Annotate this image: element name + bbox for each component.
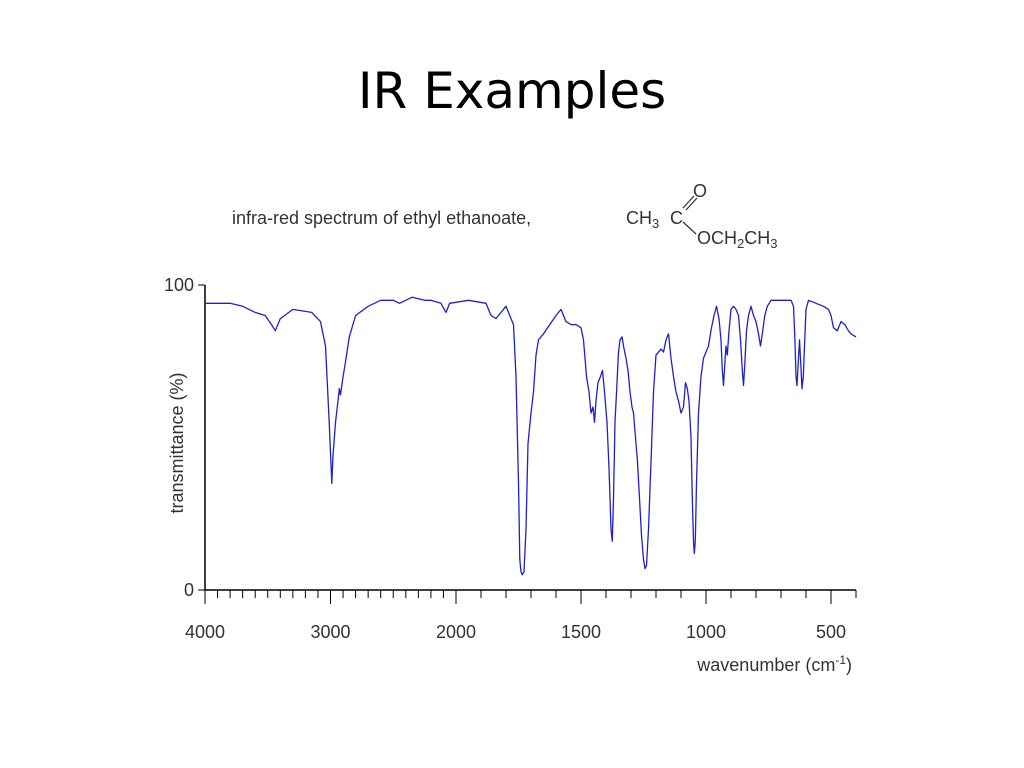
x-tick-label: 1500 xyxy=(561,622,601,642)
y-tick-labels: 0 100 xyxy=(164,275,205,600)
x-tick-label: 4000 xyxy=(185,622,225,642)
formula-sub-3b: 3 xyxy=(770,236,777,251)
formula-carbonyl-oxygen: O xyxy=(693,181,707,201)
svg-text:OCH2CH3: OCH2CH3 xyxy=(697,228,777,251)
slide-title: IR Examples xyxy=(357,62,667,120)
x-axis-label-sup: -1 xyxy=(835,653,846,667)
svg-text:CH3: CH3 xyxy=(626,208,659,231)
double-bond-line-2 xyxy=(685,197,698,211)
formula-sub-2: 2 xyxy=(737,236,744,251)
x-tick-label: 2000 xyxy=(436,622,476,642)
formula-ch-text-2: CH xyxy=(744,228,770,248)
structural-formula: CH3 C O OCH2CH3 xyxy=(626,181,777,251)
spectrum-series-line xyxy=(205,296,857,576)
x-tick-labels: 4000 3000 2000 1500 1000 500 xyxy=(185,622,846,642)
double-bond-line-1 xyxy=(682,195,695,209)
single-bond-line xyxy=(682,221,697,235)
x-axis-label-end: ) xyxy=(846,655,852,675)
x-axis-label-text: wavenumber (cm xyxy=(696,655,835,675)
formula-och-text: OCH xyxy=(697,228,737,248)
x-tick-label: 500 xyxy=(816,622,846,642)
x-tick-label: 3000 xyxy=(310,622,350,642)
formula-carbon: C xyxy=(670,208,683,228)
x-tick-label: 1000 xyxy=(686,622,726,642)
y-tick-label: 100 xyxy=(164,275,194,295)
x-axis-label: wavenumber (cm-1) xyxy=(696,653,852,675)
chart-title: infra-red spectrum of ethyl ethanoate, xyxy=(232,208,531,228)
y-tick-label: 0 xyxy=(184,580,194,600)
formula-sub-3: 3 xyxy=(652,216,659,231)
x-minor-ticks xyxy=(204,590,857,604)
y-axis-label: transmittance (%) xyxy=(167,372,187,513)
formula-ch-text: CH xyxy=(626,208,652,228)
